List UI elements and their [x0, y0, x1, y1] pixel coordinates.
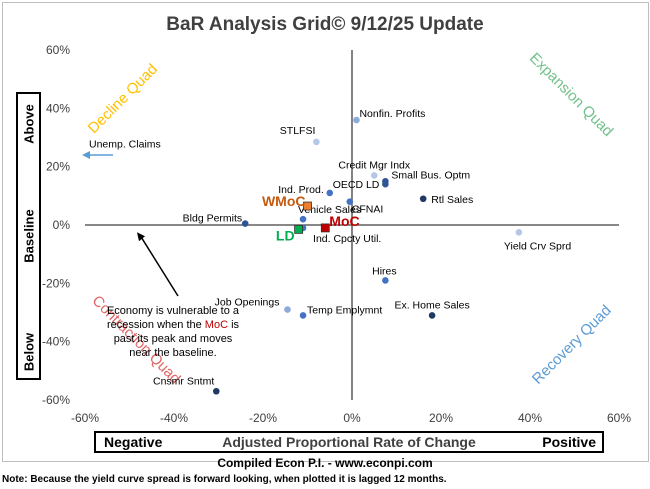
y-tick-label: -40% [42, 335, 70, 349]
annotation-line-3: past its peak and moves [114, 333, 233, 345]
marker-wmoc [303, 201, 312, 211]
quadrant-label-recovery: Recovery Quad [529, 302, 615, 388]
y-tick-label: 0% [53, 218, 71, 232]
x-label-negative: Negative [104, 434, 163, 450]
point-label: Ind. Prod. [278, 184, 324, 196]
unemp-claims-arrowhead [82, 151, 90, 159]
x-label-positive: Positive [542, 434, 596, 450]
point-label: Cnsmr Sntmt [153, 375, 214, 387]
y-label-baseline: Baseline [21, 209, 36, 263]
point-marker [382, 180, 389, 188]
point-marker [313, 138, 320, 146]
point-label: OECD LD [333, 179, 380, 191]
y-tick-label: 20% [46, 160, 70, 174]
annotation-arrowhead [137, 232, 145, 242]
marker-moc [320, 223, 330, 233]
marker-label-ld: LD [276, 227, 295, 243]
point-marker [428, 312, 436, 319]
point-marker [241, 220, 249, 227]
annotation-line-1: Economy is vulnerable to a [107, 305, 240, 317]
marker-label-moc: MoC [329, 213, 359, 229]
x-tick-label: 0% [343, 411, 361, 425]
point-marker [326, 189, 334, 197]
y-tick-label: -20% [42, 276, 70, 290]
point-label: Ex. Home Sales [394, 299, 469, 311]
point-marker [515, 228, 523, 236]
point-marker [346, 198, 354, 205]
y-axis-label-box: Above Baseline Below [16, 92, 41, 380]
point-marker [419, 195, 427, 203]
quadrant-label-expansion: Expansion Quad [526, 50, 616, 140]
point-marker [353, 116, 360, 124]
quadrant-label-decline: Decline Quad [85, 61, 161, 137]
x-label-center: Adjusted Proportional Rate of Change [222, 434, 476, 450]
x-tick-label: -20% [249, 411, 277, 425]
x-tick-label: 20% [429, 411, 453, 425]
point-label: Small Bus. Optm [391, 169, 470, 181]
x-tick-label: 60% [607, 411, 631, 425]
annotation-line-4: near the baseline. [129, 347, 216, 359]
marker-label-wmoc: WMoC [262, 193, 306, 209]
point-marker [284, 306, 291, 313]
compiled-credit: Compiled Econ P.I. - www.econpi.com [217, 456, 433, 470]
x-axis-label-box: Negative Adjusted Proportional Rate of C… [94, 431, 604, 453]
point-label: STLFSI [280, 125, 316, 137]
point-label: Bldg Permits [183, 213, 243, 225]
chart-frame [2, 2, 649, 462]
x-tick-label: -60% [71, 411, 99, 425]
point-label: Vehicle Sales [298, 204, 361, 216]
point-label: Temp Emplymnt [307, 304, 382, 316]
annotation-line-2: recession when the MoC is [107, 319, 240, 331]
point-label: Job Openings [215, 297, 280, 309]
point-label: CFNAI [352, 204, 384, 216]
point-label: Rtl Sales [431, 194, 473, 206]
footnote: Note: Because the yield curve spread is … [2, 474, 447, 485]
point-marker [299, 312, 307, 319]
y-label-below: Below [21, 332, 36, 372]
chart-title: BaR Analysis Grid© 9/12/25 Update [166, 14, 484, 35]
unemp-claims-label: Unemp. Claims [89, 138, 161, 150]
y-tick-label: -60% [42, 393, 70, 407]
annotation-arrow [139, 234, 179, 297]
y-label-above: Above [21, 104, 36, 144]
point-marker [382, 277, 389, 284]
x-tick-label: -40% [160, 411, 188, 425]
marker-ld [294, 224, 304, 234]
point-marker [299, 215, 307, 223]
point-marker [370, 172, 378, 179]
point-label: Ind. Cpcty Util. [313, 233, 381, 245]
point-label: Hires [372, 265, 397, 277]
y-tick-label: 60% [46, 43, 70, 57]
point-label: Credit Mgr Indx [338, 159, 411, 171]
point-label: Nonfin. Profits [359, 108, 425, 120]
point-label: Yield Crv Sprd [504, 240, 571, 252]
y-tick-label: 40% [46, 101, 70, 115]
point-marker [212, 387, 220, 395]
x-tick-label: 40% [518, 411, 542, 425]
